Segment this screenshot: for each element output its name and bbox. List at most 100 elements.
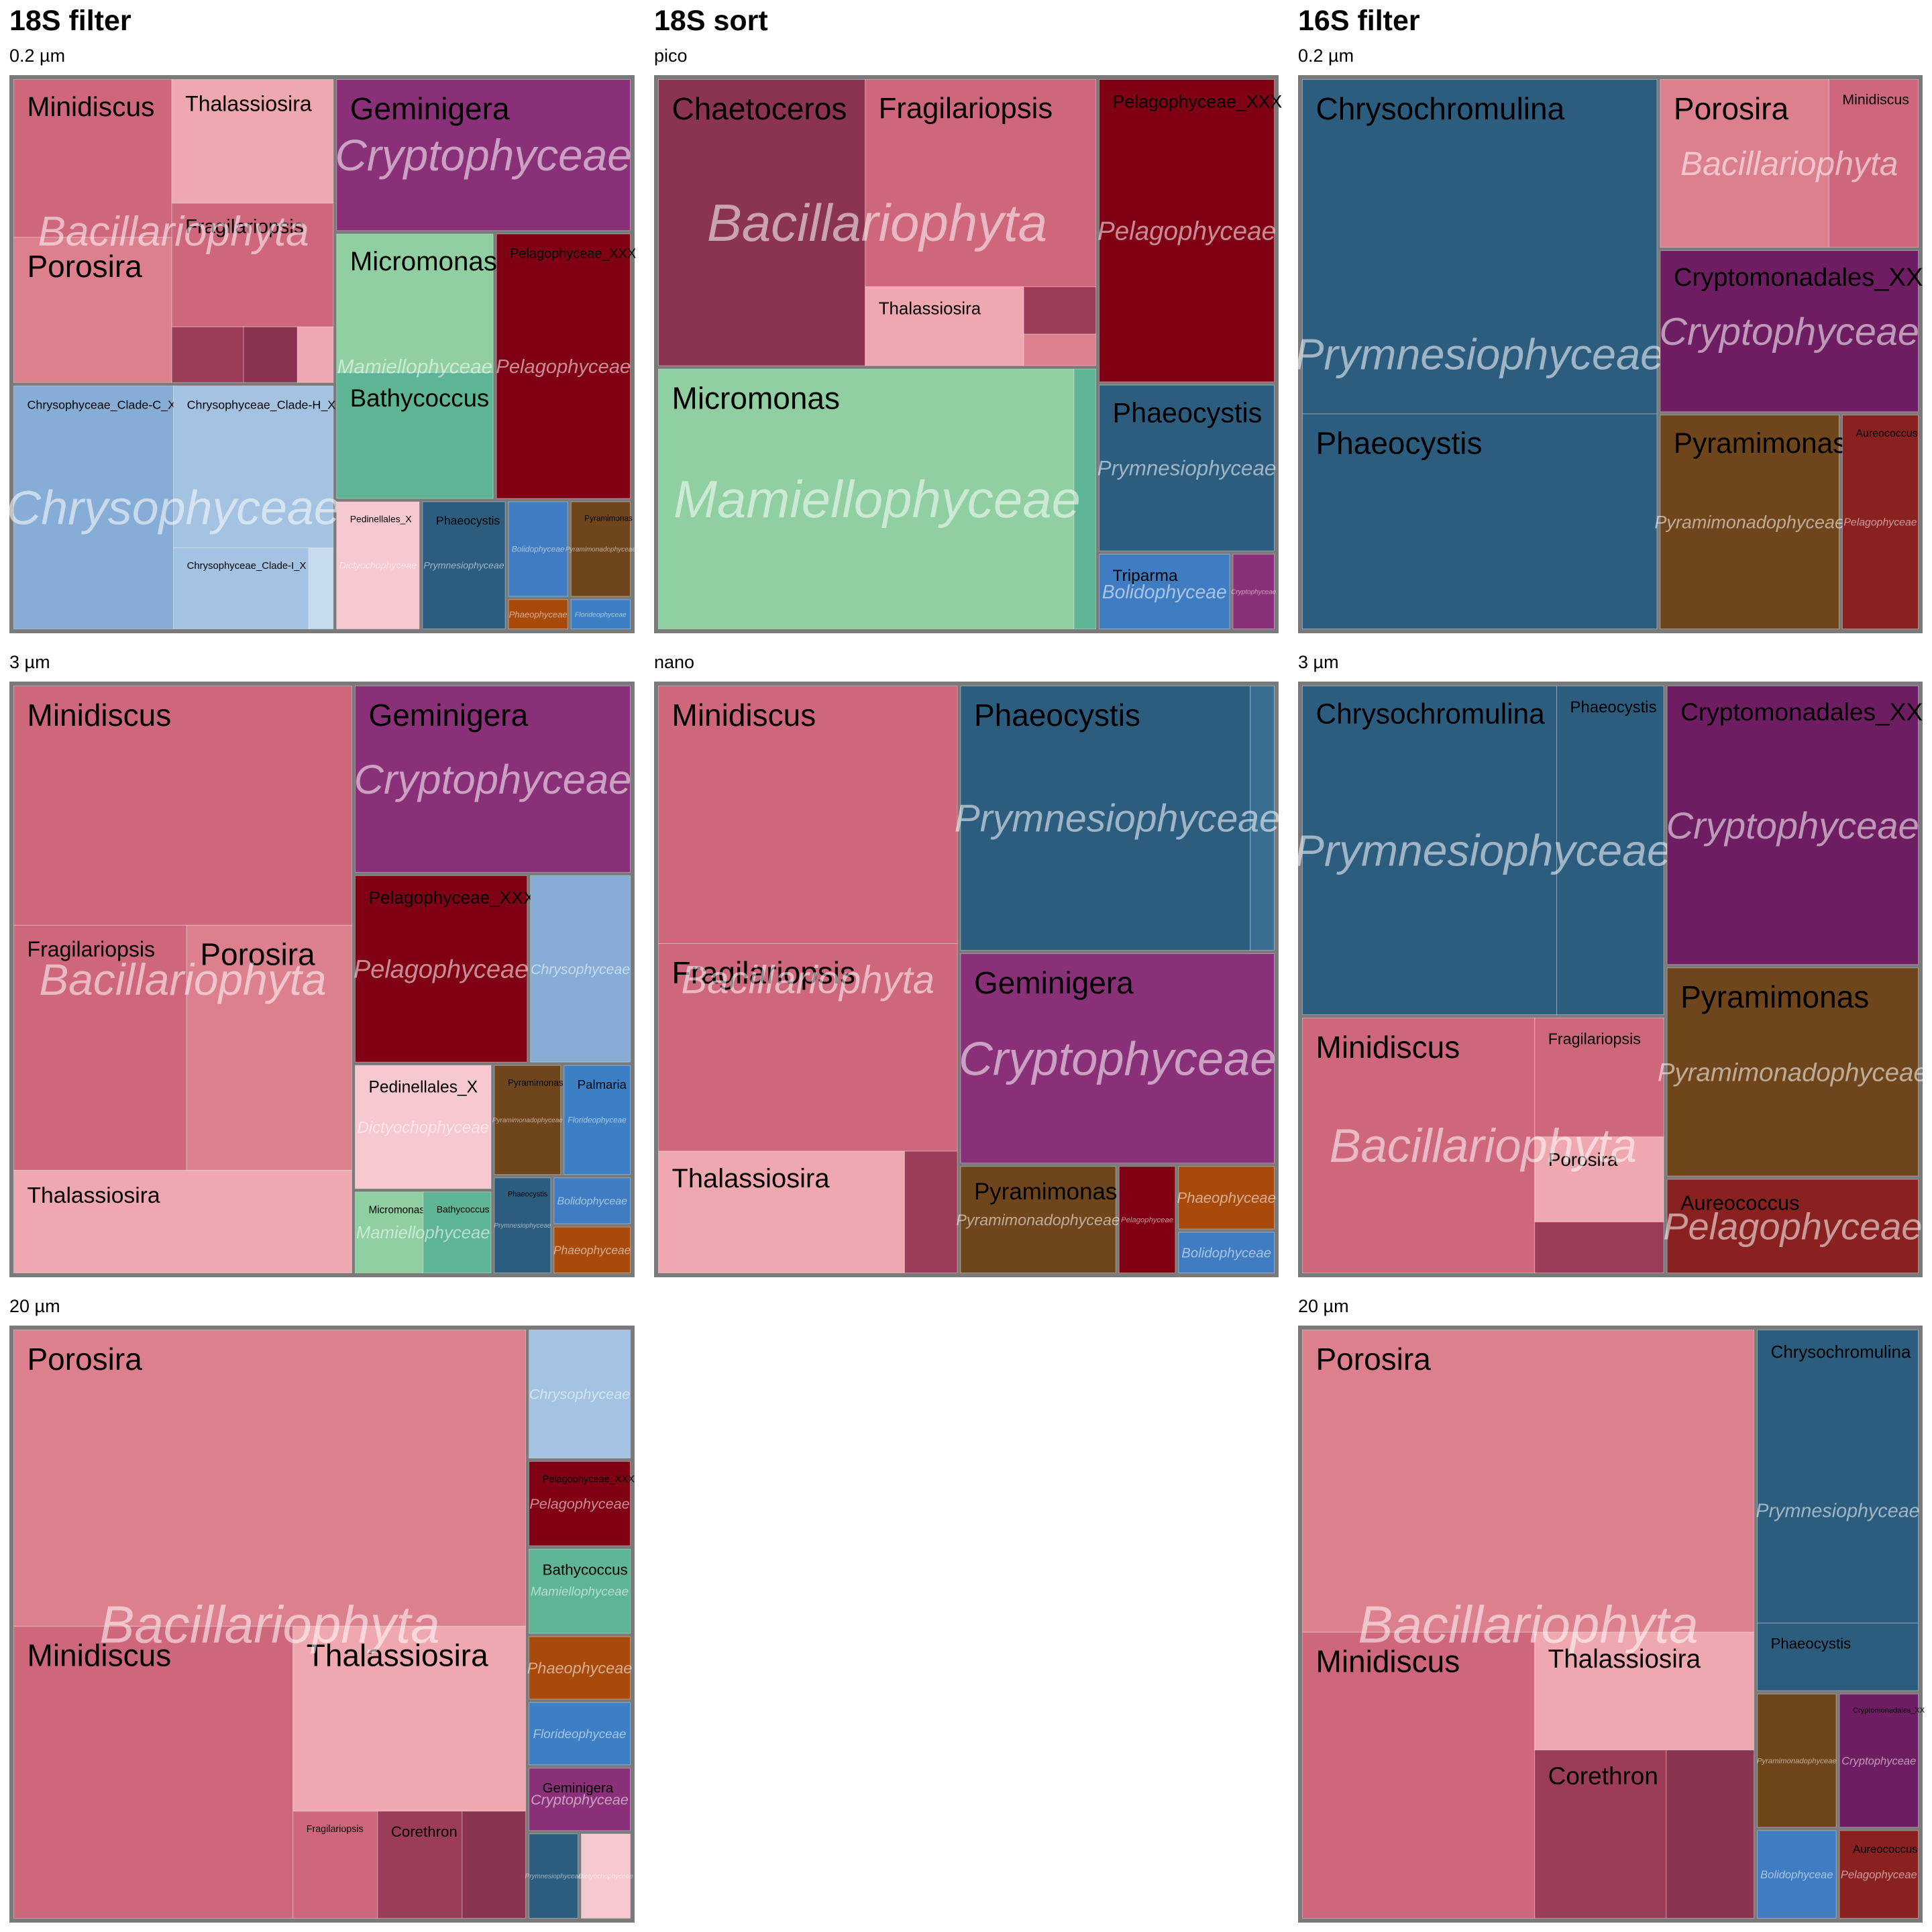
class-label: Prymnesiophyceae <box>1295 330 1664 379</box>
class-group-bacillariophyta: Minidiscus Fragilariopsis Thalassiosira Bac… <box>658 686 958 1273</box>
genus-tile <box>1178 1232 1275 1273</box>
genus-tile <box>1666 1750 1755 1919</box>
genus-tile-chrysophyceae-clade-c-x <box>13 385 174 630</box>
class-group-prymnesiophyceae: Chrysochromulina Phaeocystis Prymnesiophyc… <box>1295 79 1664 629</box>
genus-label: Phaeocystis <box>508 1191 548 1199</box>
genus-label: Geminigera <box>974 965 1134 1000</box>
treemap-panel-1: Chaetoceros Fragilariopsis Thalassiosira Ba… <box>654 75 1282 633</box>
genus-tile <box>553 1177 631 1224</box>
treemap-panel-2: Chrysochromulina Phaeocystis Prymnesiophyc… <box>1295 75 1923 633</box>
genus-label: Minidiscus <box>672 698 816 733</box>
class-label: Pelagophyceae <box>1121 1216 1173 1224</box>
class-group-prymnesiophyceae: Chrysochromulina Phaeocystis Prymnesiophyc… <box>1295 686 1672 1015</box>
class-group-florideophyceae: Florideophyceae <box>570 599 631 630</box>
class-group-dictyochophyceae: Pedinellales_X Dictyochophyceae <box>336 501 420 629</box>
genus-label: Geminigera <box>368 698 528 733</box>
genus-label: Thalassiosira <box>1548 1645 1701 1674</box>
class-group-pyramimonadophyceae: Pyramimonas Pyramimonadophyceae <box>1658 967 1928 1177</box>
treemap-panel-0: Minidiscus Porosira Thalassiosira Fragilari… <box>6 75 636 633</box>
genus-label: Chrysophyceae_Clade-H_X <box>187 398 336 412</box>
class-label: Prymnesiophyceae <box>955 798 1281 841</box>
class-group-chrysophyceae: Chrysophyceae <box>530 875 631 1063</box>
genus-tile-pedinellales-x <box>336 501 420 629</box>
class-label: Dictyochophyceae <box>357 1118 489 1136</box>
class-group-prymnesiophyceae: Phaeocystis Prymnesiophyceae <box>422 501 506 629</box>
class-label: Mamiellophyceae <box>531 1585 629 1599</box>
genus-label: Bathycoccus <box>437 1203 490 1214</box>
class-group-mamiellophyceae: Bathycoccus Mamiellophyceae <box>529 1548 631 1634</box>
genus-tile-thalassiosira <box>13 1170 352 1274</box>
class-group-chrysophyceae: Chrysophyceae <box>529 1330 631 1458</box>
genus-label: Thalassiosira <box>185 91 312 115</box>
genus-tile <box>1178 1166 1275 1230</box>
class-label: Phaeophyceae <box>509 609 568 619</box>
genus-tile-thalassiosira <box>171 79 334 204</box>
class-label: Bacillariophyta <box>39 955 326 1004</box>
genus-tile-phaeocystis <box>1757 1622 1919 1691</box>
class-group-dictyochophyceae: Dictyochophyceae <box>578 1833 633 1919</box>
genus-tile-phaeocystis <box>1099 384 1275 551</box>
genus-label: Minidiscus <box>28 1638 172 1673</box>
genus-tile <box>904 1150 958 1273</box>
class-group-cryptophyceae: Cryptomonadales_XX Cryptophyceae <box>1839 1693 1925 1828</box>
class-group-prymnesiophyceae: Phaeocystis Prymnesiophyceae <box>1097 384 1277 551</box>
class-label: Chrysophyceae <box>6 481 340 535</box>
genus-label: Chrysophyceae_Clade-I_X <box>187 561 307 572</box>
genus-tile <box>243 326 298 383</box>
class-label: Bolidophyceae <box>557 1196 627 1208</box>
genus-label: Thalassiosira <box>879 300 981 319</box>
treemap-panel-6: Porosira Minidiscus Thalassiosira Fragilari… <box>9 1326 635 1923</box>
class-label: Mamiellophyceae <box>674 470 1081 529</box>
genus-tile <box>462 1811 527 1919</box>
genus-label: Phaeocystis <box>436 514 500 527</box>
size-label-16s-filter-20: 20 µm <box>1298 1296 1349 1316</box>
genus-tile <box>553 1226 631 1273</box>
class-group-phaeophyceae: Phaeophyceae <box>508 599 568 630</box>
genus-tile-chrysochromulina <box>1302 79 1658 415</box>
genus-tile-fragilariopsis <box>292 1811 378 1919</box>
class-group-bacillariophyta: Minidiscus Porosira Thalassiosira Fragilari… <box>13 79 334 383</box>
genus-tile <box>1073 368 1097 629</box>
class-label: Bacillariophyta <box>681 958 934 1002</box>
class-group-phaeophyceae: Phaeophyceae <box>527 1636 632 1700</box>
genus-tile-triparma <box>1099 553 1230 630</box>
class-label: Cryptophyceae <box>1659 311 1919 354</box>
class-label: Bacillariophyta <box>1680 145 1898 182</box>
genus-label: Fragilariopsis <box>185 216 304 238</box>
class-label: Bacillariophyta <box>707 193 1047 252</box>
class-label: Pelagophyceae <box>496 356 631 378</box>
genus-label: Aureococcus <box>1680 1191 1799 1215</box>
genus-label: Chrysochromulina <box>1771 1343 1911 1362</box>
genus-label: Pedinellales_X <box>350 514 412 525</box>
genus-label: Corethron <box>1548 1762 1658 1790</box>
genus-label: Phaeocystis <box>1570 698 1657 716</box>
class-group-pyramimonadophyceae: Pyramimonas Pyramimonadophyceae <box>492 1065 564 1175</box>
genus-tile <box>530 875 631 1063</box>
genus-tile-porosira <box>1302 1330 1755 1633</box>
genus-tile <box>581 1833 631 1919</box>
genus-tile-aureococcus <box>1839 1830 1919 1919</box>
class-label: Cryptophyceae <box>1231 588 1277 596</box>
genus-tile <box>1757 1830 1837 1919</box>
class-label: Pelagophyceae <box>529 1495 629 1512</box>
genus-label: Minidiscus <box>28 91 155 122</box>
class-group-pyramimonadophyceae: Pyramimonas Pyramimonadophyceae <box>1654 415 1847 629</box>
class-label: Florideophyceae <box>533 1727 627 1741</box>
class-group-prymnesiophyceae: Phaeocystis Prymnesiophyceae <box>494 1177 551 1274</box>
genus-tile-thalassiosira <box>292 1625 527 1812</box>
genus-tile-corethron <box>1534 1750 1667 1919</box>
genus-tile-chrysochromulina <box>1302 686 1558 1015</box>
class-label: Prymnesiophyceae <box>1097 457 1277 480</box>
genus-label: Porosira <box>1548 1149 1618 1170</box>
class-label: Florideophyceae <box>575 611 627 619</box>
class-label: Cryptophyceae <box>959 1032 1276 1085</box>
genus-label: Cryptomonadales_XX <box>1853 1707 1925 1715</box>
genus-tile-porosira <box>186 924 352 1171</box>
class-group-bolidophyceae: Bolidophyceae <box>508 501 568 597</box>
class-label: Bacillariophyta <box>1330 1119 1637 1172</box>
class-label: Cryptophyceae <box>335 130 632 180</box>
